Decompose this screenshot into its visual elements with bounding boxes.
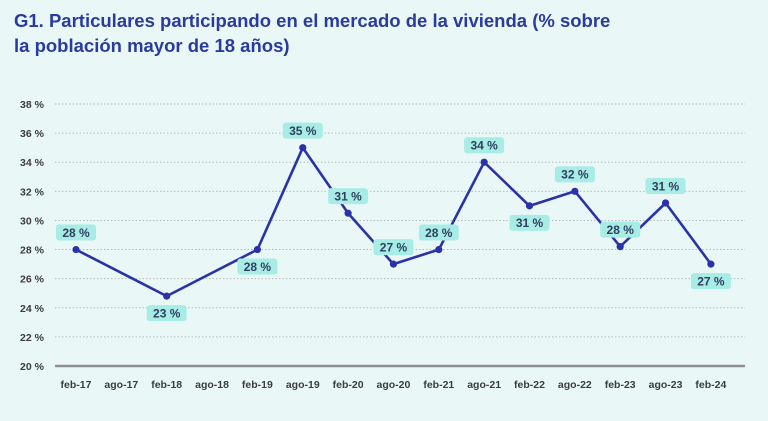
data-label: 23 % (153, 306, 181, 320)
data-label-bg (554, 166, 595, 183)
data-label: 28 % (425, 226, 453, 240)
data-point (389, 260, 398, 268)
x-tick-label: feb-22 (514, 379, 545, 391)
x-tick-label: feb-18 (151, 379, 182, 391)
y-tick-label: 28 % (20, 245, 45, 257)
y-tick-label: 24 % (20, 303, 45, 315)
y-tick-label: 26 % (20, 274, 45, 286)
y-tick-label: 20 % (20, 361, 45, 373)
y-tick-label: 36 % (20, 128, 45, 140)
data-point (571, 187, 579, 195)
data-point (707, 260, 715, 268)
x-tick-label: ago-19 (286, 379, 320, 391)
data-label-bg (645, 177, 686, 194)
data-point (72, 245, 80, 254)
data-label: 32 % (561, 168, 589, 182)
x-tick-label: ago-23 (649, 379, 683, 391)
x-tick-label: ago-18 (195, 379, 229, 391)
data-label-bg (56, 224, 96, 241)
data-point (525, 202, 534, 210)
data-point (480, 158, 488, 166)
x-tick-label: feb-20 (333, 379, 364, 391)
x-tick-label: feb-17 (61, 379, 92, 391)
data-point (616, 243, 624, 251)
data-label: 28 % (62, 226, 90, 240)
data-label: 35 % (289, 124, 317, 138)
y-tick-label: 34 % (20, 157, 45, 169)
x-tick-label: ago-22 (558, 379, 592, 391)
data-label-bg (282, 122, 323, 139)
y-tick-label: 32 % (20, 186, 45, 198)
data-label: 31 % (652, 179, 680, 193)
data-label: 31 % (516, 216, 544, 230)
x-tick-label: feb-21 (423, 379, 454, 391)
x-tick-label: feb-24 (695, 379, 726, 391)
y-tick-label: 30 % (20, 215, 45, 227)
x-tick-label: ago-21 (467, 379, 501, 391)
chart-title: G1. Particulares participando en el merc… (14, 10, 611, 56)
data-label-bg (509, 214, 550, 231)
data-label-bg (600, 221, 641, 238)
data-label: 34 % (470, 139, 498, 153)
data-point (163, 292, 171, 300)
data-label-bg (418, 224, 459, 241)
data-label-bg (146, 305, 187, 322)
data-label: 27 % (697, 274, 725, 288)
data-point (299, 144, 307, 152)
data-label: 27 % (380, 240, 408, 254)
y-tick-label: 22 % (20, 332, 45, 344)
x-tick-label: ago-17 (104, 379, 138, 391)
data-label-bg (328, 188, 369, 205)
data-point (253, 245, 261, 254)
x-tick-label: feb-19 (242, 379, 273, 391)
data-point (344, 209, 352, 217)
x-tick-label: ago-20 (377, 379, 411, 391)
x-tick-label: feb-23 (605, 379, 636, 391)
data-point (435, 245, 443, 254)
data-label: 28 % (244, 260, 272, 274)
y-tick-label: 38 % (20, 99, 45, 111)
data-label: 28 % (607, 223, 635, 237)
data-point (661, 199, 670, 207)
data-label-bg (373, 239, 414, 256)
data-label-bg (464, 137, 505, 154)
data-label-bg (237, 258, 278, 275)
data-label-bg (690, 273, 731, 290)
data-label: 31 % (334, 189, 362, 203)
